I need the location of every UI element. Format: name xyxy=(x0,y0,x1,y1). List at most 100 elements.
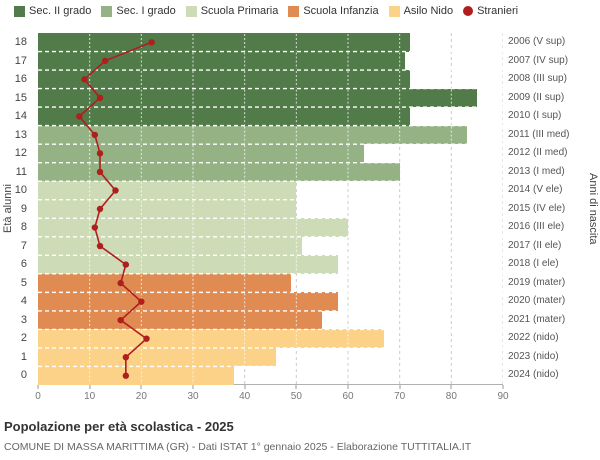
x-tick-label-10: 10 xyxy=(84,391,96,402)
bar-age-11 xyxy=(38,162,400,182)
scuola-infanzia-swatch xyxy=(288,5,300,17)
stranieri-dot-age-17 xyxy=(101,57,109,64)
bars-layer xyxy=(38,33,503,385)
birth-year-label-3: 2021 (mater) xyxy=(508,313,566,325)
y-tick-age-0: 0 xyxy=(20,369,27,382)
stranieri-dot-age-15 xyxy=(96,94,104,102)
birth-year-label-7: 2017 (II ele) xyxy=(508,239,562,251)
legend-label: Scuola Primaria xyxy=(200,5,279,17)
stranieri-dot-age-10 xyxy=(112,187,119,194)
bar-age-1 xyxy=(38,347,276,367)
x-tick-mark-20 xyxy=(140,385,142,389)
y-tick-age-3: 3 xyxy=(20,313,27,326)
legend-label: Sec. II grado xyxy=(29,5,92,17)
birth-year-label-6: 2018 (I ele) xyxy=(508,258,559,270)
x-tick-mark-50 xyxy=(295,385,297,389)
stranieri-dot-age-1 xyxy=(122,354,130,361)
stranieri-dot-age-13 xyxy=(91,131,99,139)
birth-year-label-2: 2022 (nido) xyxy=(508,332,559,344)
bar-age-15 xyxy=(38,88,478,108)
legend-label: Sec. I grado xyxy=(116,5,176,17)
birth-year-label-14: 2010 (I sup) xyxy=(508,110,562,122)
x-axis: 0 10 20 30 40 50 60 70 80 90 xyxy=(35,385,509,405)
x-tick-mark-60 xyxy=(347,385,349,389)
birth-year-label-10: 2014 (V ele) xyxy=(508,184,563,196)
chart-title: Popolazione per età scolastica - 2025 xyxy=(4,419,234,434)
stranieri-dot-age-14 xyxy=(76,113,83,120)
x-tick-label-30: 30 xyxy=(187,391,199,402)
y-tick-age-9: 9 xyxy=(20,202,27,215)
birth-year-label-8: 2016 (III ele) xyxy=(508,221,565,233)
bar-age-3 xyxy=(38,310,323,330)
legend-item-sec-ii-grado: Sec. II grado xyxy=(14,5,91,17)
birth-year-label-18: 2006 (V sup) xyxy=(508,36,566,47)
stranieri-dot-age-0 xyxy=(122,372,130,379)
plot-area xyxy=(38,33,503,385)
birth-year-label-15: 2009 (II sup) xyxy=(508,91,565,103)
birth-year-label-0: 2024 (nido) xyxy=(508,369,559,381)
chart-legend: Sec. II grado Sec. I grado Scuola Primaria… xyxy=(14,5,518,17)
legend-label: Stranieri xyxy=(477,5,519,17)
bar-age-18 xyxy=(38,33,410,52)
x-tick-mark-90 xyxy=(502,385,504,389)
legend-item-scuola-primaria: Scuola Primaria xyxy=(185,5,279,17)
stranieri-dot-age-16 xyxy=(81,76,88,83)
birth-year-label-11: 2013 (I med) xyxy=(508,165,565,177)
birth-year-label-9: 2015 (IV ele) xyxy=(508,202,566,214)
x-tick-label-40: 40 xyxy=(239,391,251,402)
y-tick-age-6: 6 xyxy=(20,258,27,271)
y-tick-age-5: 5 xyxy=(20,276,27,289)
x-tick-mark-70 xyxy=(399,385,401,389)
bar-age-0 xyxy=(38,366,235,385)
birth-year-label-16: 2008 (III sup) xyxy=(508,73,567,85)
bar-age-16 xyxy=(38,70,410,89)
y-tick-age-11: 11 xyxy=(15,165,27,178)
y-tick-age-8: 8 xyxy=(20,221,27,234)
x-tick-mark-10 xyxy=(89,385,91,389)
y-tick-age-13: 13 xyxy=(14,128,27,141)
x-tick-label-50: 50 xyxy=(290,391,302,402)
stranieri-dot-age-3 xyxy=(117,316,124,324)
birth-year-label-13: 2011 (III med) xyxy=(508,128,570,140)
y-axis-label-right: Anni di nascita xyxy=(587,173,599,245)
legend-label: Asilo Nido xyxy=(403,5,454,17)
birth-year-axis: 2006 (V sup) 2007 (IV sup) 2008 (III sup) 2… xyxy=(508,33,590,385)
x-tick-mark-0 xyxy=(37,385,39,389)
stranieri-dot-age-4 xyxy=(138,298,145,305)
asilo-nido-swatch xyxy=(388,5,400,17)
birth-year-label-17: 2007 (IV sup) xyxy=(508,54,569,66)
y-tick-age-12: 12 xyxy=(14,147,27,160)
stranieri-dot-age-12 xyxy=(96,150,104,157)
x-tick-label-80: 80 xyxy=(445,391,457,402)
y-tick-age-15: 15 xyxy=(14,91,27,104)
x-tick-mark-40 xyxy=(244,385,246,389)
bar-age-13 xyxy=(38,125,467,145)
stranieri-dot-age-8 xyxy=(91,224,99,231)
stranieri-line xyxy=(78,41,152,376)
stranieri-dot-age-9 xyxy=(96,205,104,213)
x-tick-label-90: 90 xyxy=(497,391,509,402)
overlay-layer xyxy=(38,34,503,384)
x-tick-mark-30 xyxy=(192,385,194,389)
stranieri-dot-age-6 xyxy=(122,261,130,268)
x-tick-mark-80 xyxy=(450,385,452,389)
legend-item-stranieri: Stranieri xyxy=(463,5,518,17)
y-tick-age-2: 2 xyxy=(20,332,27,345)
stranieri-swatch xyxy=(463,6,474,16)
y-tick-age-4: 4 xyxy=(20,295,27,308)
bar-age-6 xyxy=(38,255,338,274)
legend-item-asilo-nido: Asilo Nido xyxy=(388,5,454,17)
x-tick-label-20: 20 xyxy=(135,391,147,402)
age-axis: 18 17 16 15 14 13 12 11 10 9 8 7 6 5 4 3 2 1 0 xyxy=(0,33,33,385)
y-tick-age-1: 1 xyxy=(20,350,27,363)
sec-i-grado-swatch xyxy=(101,5,113,17)
x-tick-label-0: 0 xyxy=(35,391,41,402)
sec-ii-grado-swatch xyxy=(14,5,25,17)
bar-age-14 xyxy=(38,107,410,126)
y-tick-age-10: 10 xyxy=(14,184,27,197)
y-tick-age-17: 17 xyxy=(14,54,27,67)
legend-item-scuola-infanzia: Scuola Infanzia xyxy=(288,5,379,17)
stranieri-dot-age-5 xyxy=(117,279,124,287)
bar-age-17 xyxy=(38,51,405,71)
